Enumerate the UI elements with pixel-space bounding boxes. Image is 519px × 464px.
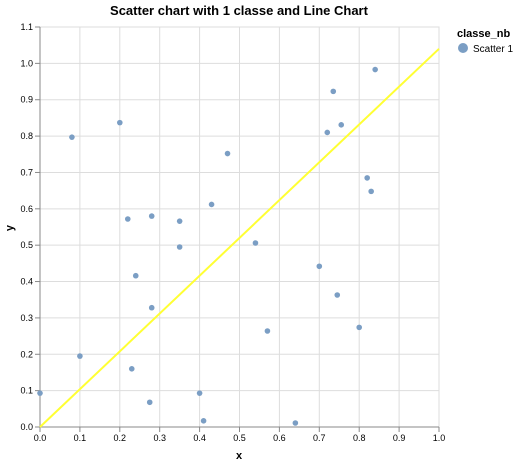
x-tick-label: 0.6	[273, 433, 286, 443]
scatter-point	[334, 292, 341, 298]
scatter-point	[148, 304, 155, 311]
scatter-point	[128, 366, 135, 372]
legend: classe_nb Scatter 1	[457, 28, 513, 55]
scatter-point	[224, 150, 231, 157]
scatter-point	[368, 188, 374, 195]
scatter-point	[196, 390, 203, 396]
scatter-point	[146, 399, 153, 406]
y-tick-label: 0.3	[20, 313, 33, 323]
scatter-point	[264, 328, 271, 334]
scatter-point	[117, 119, 123, 126]
line-series	[39, 48, 440, 428]
x-tick-label: 0.8	[353, 433, 366, 443]
y-tick-label: 0.7	[20, 167, 33, 177]
scatter-point	[372, 66, 378, 73]
y-tick-label: 1.0	[20, 58, 33, 68]
scatter-point	[252, 240, 259, 246]
x-tick-label: 0.5	[233, 433, 246, 443]
x-tick-label: 0.7	[313, 433, 326, 443]
legend-swatch-scatter-1	[458, 43, 468, 53]
points-layer	[37, 66, 378, 426]
y-tick-label: 0.9	[20, 95, 33, 105]
y-tick-label: 0.4	[20, 277, 33, 287]
scatter-point	[132, 272, 139, 279]
scatter-point	[316, 263, 323, 270]
y-axis-label: y	[4, 224, 16, 231]
scatter-point	[148, 213, 155, 219]
x-tick-label: 1.0	[433, 433, 446, 443]
y-axis: 0.0 0.1 0.2 0.3 0.4 0.5 0.6 0.7 0.8 0.9 1.0 1.1	[20, 22, 40, 432]
scatter-point	[77, 353, 83, 359]
legend-label-scatter-1: Scatter 1	[473, 44, 513, 55]
scatter-point	[324, 129, 331, 136]
grid	[39, 26, 440, 428]
x-tick-label: 0.4	[193, 433, 206, 443]
x-tick-label: 0.9	[393, 433, 406, 443]
scatter-point	[69, 134, 75, 140]
scatter-point	[364, 175, 370, 181]
scatter-point	[356, 324, 363, 331]
scatter-point	[200, 418, 207, 424]
y-tick-label: 0.6	[20, 204, 33, 214]
scatter-point	[208, 201, 215, 208]
scatter-point	[124, 216, 131, 222]
x-tick-label: 0.2	[114, 433, 127, 443]
scatter-point	[292, 420, 299, 426]
scatter-point	[37, 390, 43, 396]
y-tick-label: 1.1	[20, 22, 33, 32]
x-tick-label: 0.3	[153, 433, 166, 443]
x-tick-label: 0.1	[74, 433, 87, 443]
y-tick-label: 0.5	[20, 240, 33, 250]
x-tick-label: 0.0	[34, 433, 47, 443]
y-tick-label: 0.2	[20, 349, 33, 359]
scatter-point	[330, 88, 337, 95]
x-axis-label: x	[236, 450, 243, 462]
y-tick-label: 0.8	[20, 131, 33, 141]
chart-title: Scatter chart with 1 classe and Line Cha…	[110, 3, 369, 18]
y-tick-label: 0.1	[20, 386, 33, 396]
line-layer	[39, 48, 440, 428]
scatter-point	[176, 218, 183, 224]
scatter-point	[176, 244, 183, 250]
y-tick-label: 0.0	[20, 422, 33, 432]
scatter-point	[338, 122, 345, 128]
x-axis: 0.0 0.1 0.2 0.3 0.4 0.5 0.6 0.7 0.8 0.9 1.0	[34, 427, 446, 443]
legend-title: classe_nb	[457, 28, 510, 40]
